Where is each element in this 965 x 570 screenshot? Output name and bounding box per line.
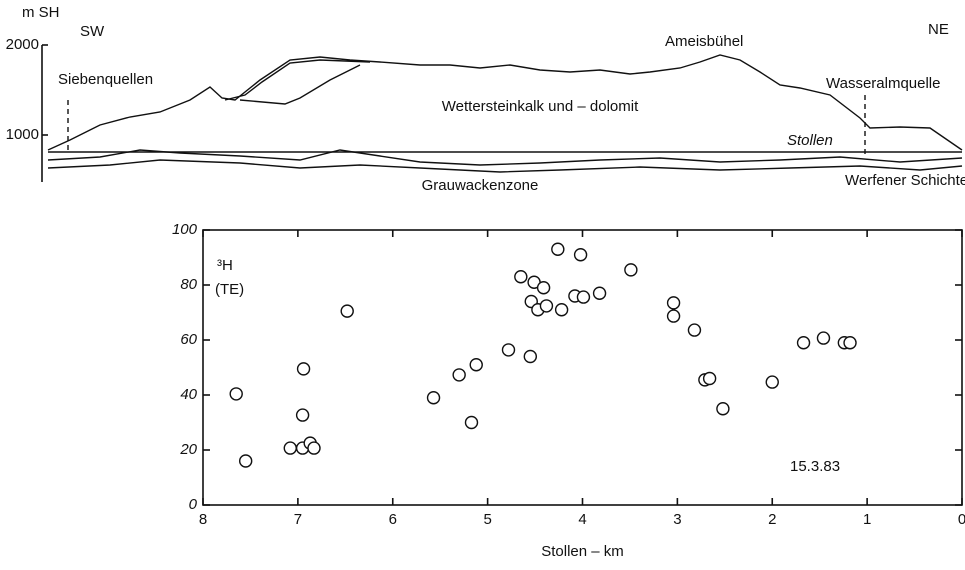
- y-tick-label: 20: [179, 441, 197, 458]
- point: [452, 368, 466, 382]
- point: [816, 331, 831, 345]
- spring-label: Wasseralmquelle: [826, 75, 941, 92]
- point: [624, 263, 638, 277]
- x-tick-label: 1: [863, 511, 871, 528]
- point: [576, 290, 591, 304]
- x-tick-label: 6: [389, 511, 397, 528]
- point: [666, 309, 681, 323]
- x-tick-label: 4: [578, 511, 586, 528]
- point: [796, 336, 811, 350]
- point: [765, 375, 779, 389]
- y-tick-label: 100: [172, 221, 198, 238]
- point: [666, 296, 681, 310]
- y-axis-label: ³H: [217, 257, 233, 274]
- point: [716, 402, 730, 416]
- point: [296, 362, 311, 376]
- y-tick-label: 80: [180, 276, 197, 293]
- section-y-label: m SH: [22, 4, 60, 21]
- x-tick-label: 5: [483, 511, 491, 528]
- x-tick-label: 8: [199, 511, 207, 528]
- point: [592, 286, 607, 300]
- point: [464, 415, 479, 430]
- x-tick-label: 0: [958, 511, 965, 528]
- surface: [47, 54, 963, 151]
- zone-label: Grauwackenzone: [422, 177, 539, 194]
- point: [295, 408, 310, 422]
- point: [426, 391, 441, 405]
- y-tick-label: 60: [180, 331, 197, 348]
- x-axis-label: Stollen – km: [541, 543, 624, 560]
- rock-label: Wettersteinkalk und – dolomit: [442, 98, 639, 115]
- point: [514, 270, 528, 284]
- cross-section: m SH SW NE Siebenquellen Ameisbühel Wass…: [22, 4, 965, 194]
- point: [554, 303, 569, 317]
- y-tick-label: 0: [189, 496, 198, 513]
- x-tick-label: 3: [673, 511, 681, 528]
- point: [340, 304, 354, 318]
- y-tick-label: 40: [180, 386, 197, 403]
- point: [687, 323, 702, 337]
- x-tick-label: 7: [294, 511, 302, 528]
- point: [283, 441, 297, 455]
- tunnel-label: Stollen: [787, 132, 833, 149]
- point: [536, 281, 551, 295]
- point: [523, 349, 538, 364]
- point: [469, 358, 483, 372]
- plot-frame: [202, 229, 963, 506]
- y-tick-label: 1000: [6, 126, 39, 143]
- point: [229, 387, 243, 401]
- peak-label: Ameisbühel: [665, 33, 743, 50]
- point: [843, 336, 857, 350]
- point: [551, 242, 565, 256]
- point: [307, 441, 321, 455]
- sw-label: SW: [80, 23, 105, 40]
- fold: [224, 59, 371, 105]
- date-annotation: 15.3.83: [790, 458, 840, 475]
- zone-label: Werfener Schichten: [845, 172, 965, 189]
- spring-label: Siebenquellen: [58, 71, 153, 88]
- y-axis-unit: (TE): [215, 281, 244, 298]
- point: [238, 454, 253, 468]
- x-tick-label: 2: [768, 511, 776, 528]
- ne-label: NE: [928, 21, 949, 38]
- point: [573, 248, 588, 262]
- point: [501, 343, 516, 357]
- y-tick-label: 2000: [6, 36, 39, 53]
- strata: [47, 149, 963, 173]
- point: [702, 371, 717, 386]
- point: [539, 299, 554, 313]
